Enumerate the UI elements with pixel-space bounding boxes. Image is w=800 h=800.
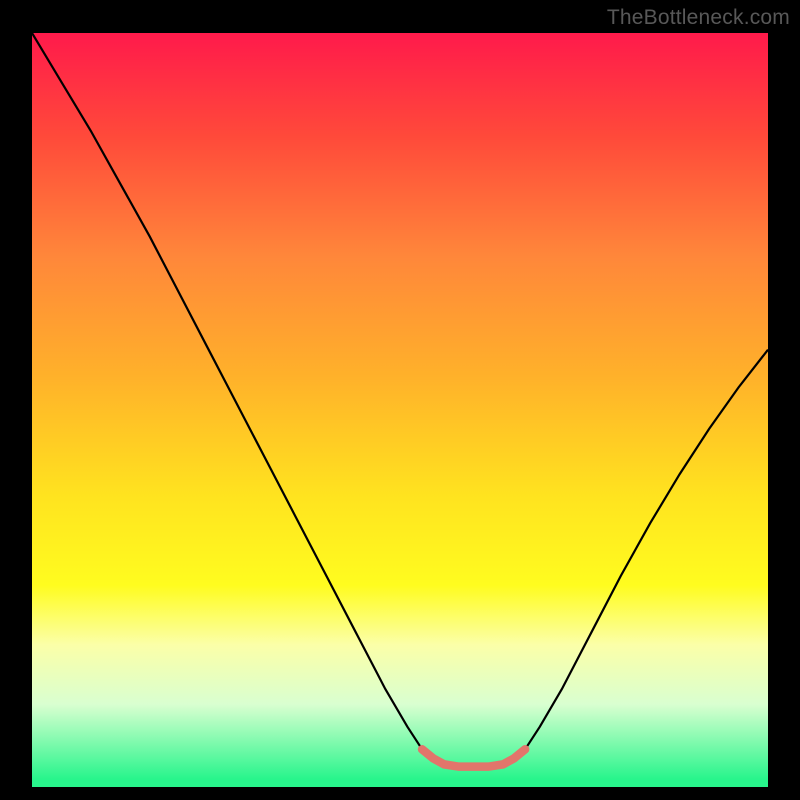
watermark-text: TheBottleneck.com	[607, 6, 790, 30]
chart-frame: TheBottleneck.com	[0, 0, 800, 800]
bottleneck-curve-main	[32, 33, 768, 764]
bottleneck-curve-highlight	[422, 749, 525, 766]
curve-layer	[32, 33, 768, 787]
plot-area	[32, 33, 768, 787]
